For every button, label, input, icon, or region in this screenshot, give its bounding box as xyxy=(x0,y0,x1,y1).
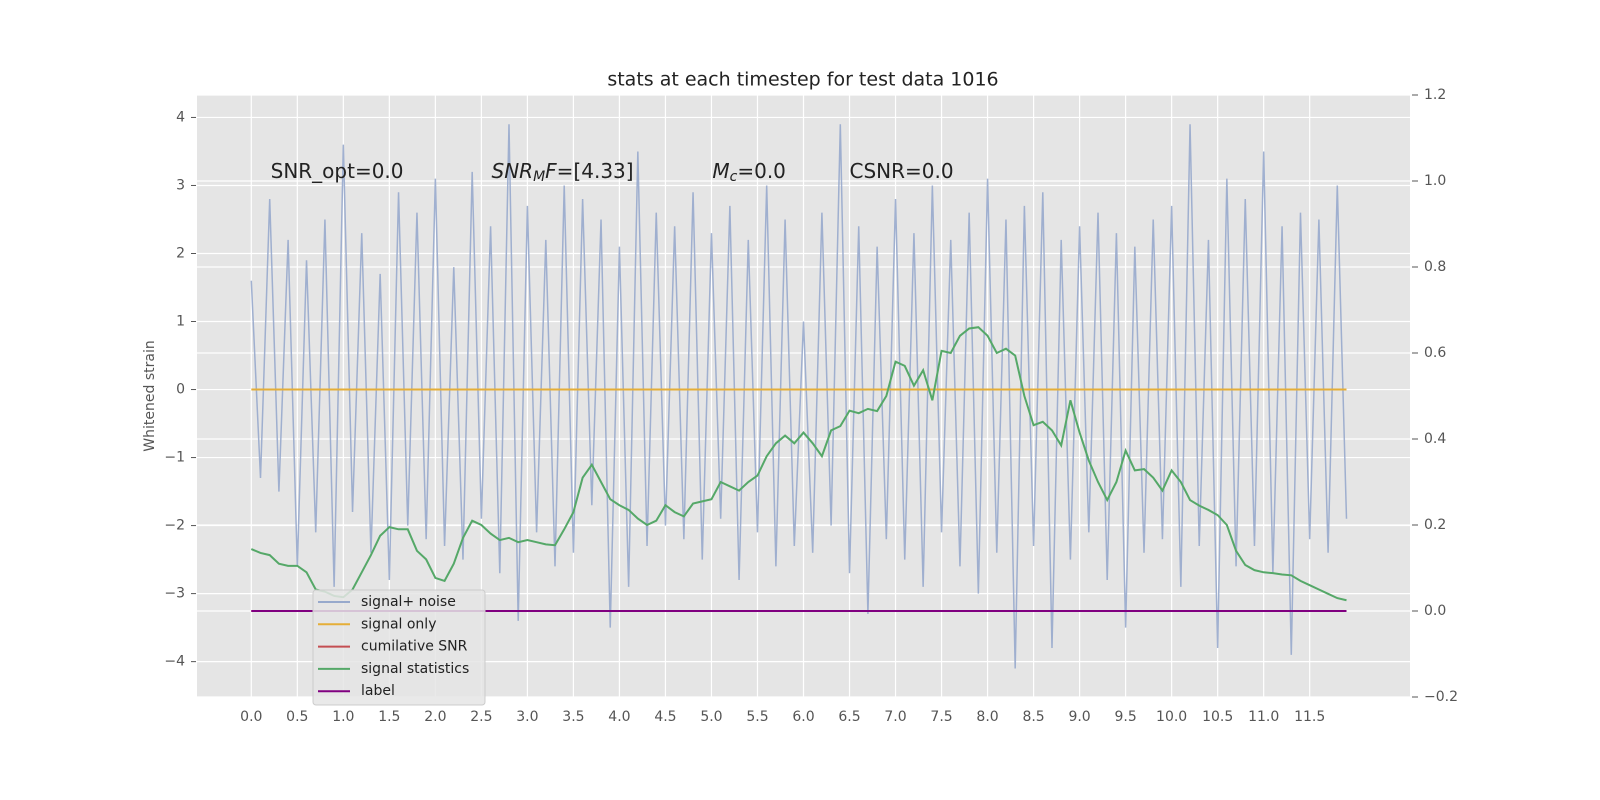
x-tick-label: 4.0 xyxy=(608,709,630,725)
x-tick-label: 8.5 xyxy=(1022,709,1044,725)
x-tick-label: 10.5 xyxy=(1202,709,1233,725)
y-tick-label: 2 xyxy=(176,245,185,261)
y-axis-label: Whitened strain xyxy=(142,340,158,451)
annotation-part: SNR_opt=0.0 xyxy=(271,158,404,182)
annotation: SNRMF=[4.33] xyxy=(492,158,634,185)
y-tick-label: 3 xyxy=(176,177,185,193)
series-line xyxy=(250,326,1347,602)
y2-tick-label: 1.2 xyxy=(1424,87,1446,103)
x-tick-label: 9.0 xyxy=(1068,709,1090,725)
x-tick-label: 7.0 xyxy=(884,709,906,725)
x-tick-label: 3.5 xyxy=(562,709,584,725)
y-tick-label: −2 xyxy=(164,518,185,534)
x-tick-label: 6.0 xyxy=(792,709,814,725)
x-tick-label: 3.0 xyxy=(516,709,538,725)
x-tick-label: 2.0 xyxy=(424,709,446,725)
chart-title: stats at each timestep for test data 101… xyxy=(607,69,998,91)
x-tick-label: 5.0 xyxy=(700,709,722,725)
x-tick-label: 1.5 xyxy=(378,709,400,725)
annotation: CSNR=0.0 xyxy=(850,158,954,182)
x-tick-label: 8.0 xyxy=(976,709,998,725)
legend-box xyxy=(312,589,486,706)
x-tick-label: 6.5 xyxy=(838,709,860,725)
annotation-part: CSNR=0.0 xyxy=(850,158,954,182)
annotation-part: =[4.33] xyxy=(557,158,634,182)
annotation: Mc=0.0 xyxy=(712,158,786,185)
y-tick-label: 0 xyxy=(176,382,185,398)
y-tick-label: −1 xyxy=(164,450,185,466)
x-tick-label: 10.0 xyxy=(1156,709,1187,725)
legend-label: label xyxy=(361,683,395,699)
x-tick-label: 2.5 xyxy=(470,709,492,725)
series-line xyxy=(250,124,1348,669)
y2-tick-label: 0.8 xyxy=(1424,259,1446,275)
annotation-part: =0.0 xyxy=(737,158,786,182)
x-tick-label: 0.0 xyxy=(240,709,262,725)
annotation-part: M xyxy=(712,158,729,182)
x-tick-label: 9.5 xyxy=(1114,709,1136,725)
y2-tick-label: 0.4 xyxy=(1424,431,1446,447)
legend-label: signal+ noise xyxy=(361,594,456,610)
y-tick-label: −4 xyxy=(164,654,185,670)
y-tick-label: 4 xyxy=(176,109,185,125)
x-tick-label: 5.5 xyxy=(746,709,768,725)
x-tick-label: 11.5 xyxy=(1294,709,1325,725)
x-tick-label: 1.0 xyxy=(332,709,354,725)
annotation: SNR_opt=0.0 xyxy=(271,158,404,182)
x-tick-label: 7.5 xyxy=(930,709,952,725)
overlay: SNR_opt=0.0 SNRMF=[4.33] Mc=0.0 CSNR=0.0sig… xyxy=(271,158,954,706)
annotation-part: M xyxy=(533,169,545,185)
y-tick-label: 1 xyxy=(176,314,185,330)
y-tick-label: −3 xyxy=(164,586,185,602)
y2-tick-label: −0.2 xyxy=(1424,689,1458,705)
y2-tick-label: 0.0 xyxy=(1424,603,1446,619)
legend-label: cumilative SNR xyxy=(361,639,468,655)
legend-label: signal only xyxy=(361,616,436,632)
x-tick-label: 4.5 xyxy=(654,709,676,725)
legend-label: signal statistics xyxy=(361,661,469,677)
y2-tick-label: 1.0 xyxy=(1424,173,1446,189)
annotation-part: SNR xyxy=(492,158,534,182)
y2-tick-label: 0.6 xyxy=(1424,345,1446,361)
annotation-part: c xyxy=(730,169,738,185)
x-tick-label: 11.0 xyxy=(1248,709,1279,725)
y2-tick-label: 0.2 xyxy=(1424,517,1446,533)
x-tick-label: 0.5 xyxy=(286,709,308,725)
annotation-part: F xyxy=(545,158,557,182)
